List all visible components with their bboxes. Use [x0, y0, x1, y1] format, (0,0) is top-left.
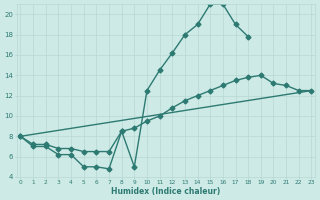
X-axis label: Humidex (Indice chaleur): Humidex (Indice chaleur)	[111, 187, 220, 196]
